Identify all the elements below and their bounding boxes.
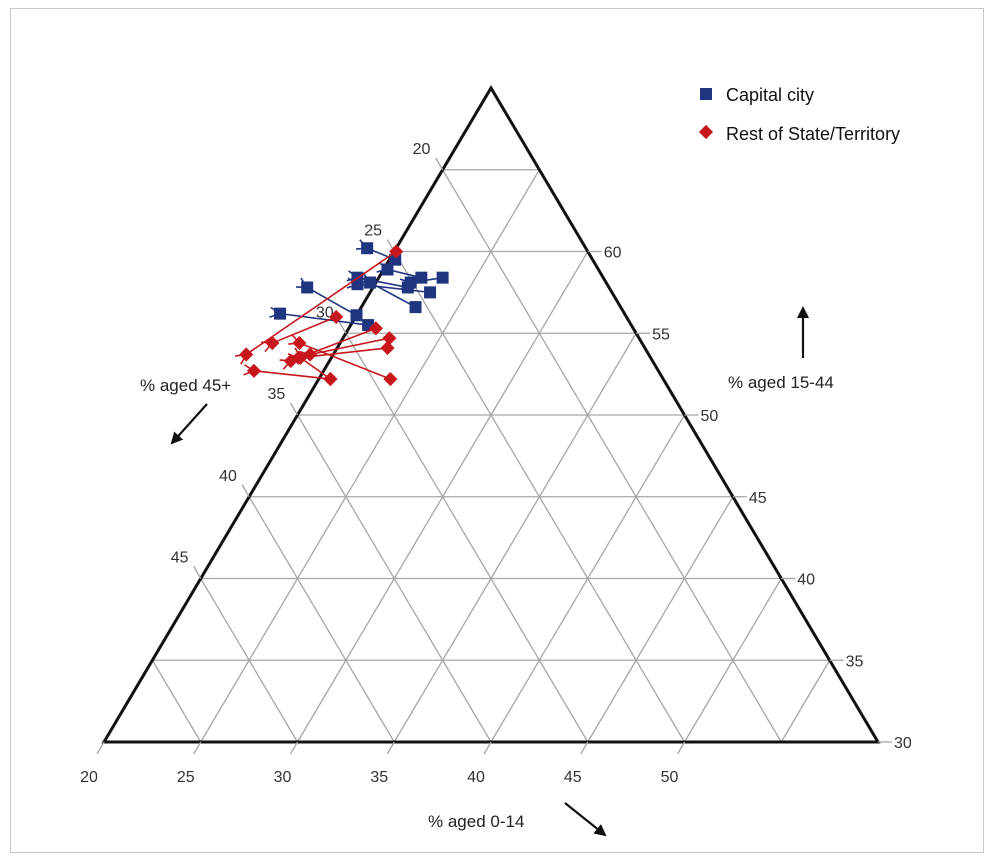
capital-city-point xyxy=(364,276,377,289)
tick-mark-left xyxy=(241,484,250,498)
tick-label-right: 60 xyxy=(604,245,622,262)
grid-line-diagonal-down xyxy=(442,169,782,743)
tick-mark-left xyxy=(193,566,202,579)
tick-mark-left xyxy=(289,402,299,416)
tick-label-left: 25 xyxy=(364,223,382,240)
grid-line-diagonal-up xyxy=(780,659,831,743)
grid-line-diagonal-down xyxy=(393,251,686,743)
tick-label-right: 45 xyxy=(749,490,767,507)
tick-label-bottom: 40 xyxy=(467,769,485,786)
capital-city-point xyxy=(389,253,402,266)
tick-mark-bottom xyxy=(483,741,492,755)
legend: Capital city Rest of State/Territory xyxy=(698,85,900,144)
capital-city-point xyxy=(301,281,314,294)
rest-of-state-point xyxy=(389,244,404,259)
tick-label-bottom: 35 xyxy=(370,769,388,786)
grid-line-diagonal-down xyxy=(200,578,299,743)
rest-of-state-point xyxy=(380,340,395,356)
capital-city-point xyxy=(409,301,422,314)
grid-lines xyxy=(151,169,831,743)
tick-mark-bottom xyxy=(386,741,395,755)
tick-label-right: 40 xyxy=(797,572,815,589)
capital-city-point xyxy=(424,286,437,299)
capital-city-point xyxy=(381,263,394,276)
legend-marker-rest xyxy=(698,124,714,140)
grid-line-diagonal-up xyxy=(393,332,637,743)
capital-city-point xyxy=(350,309,363,322)
chart-frame xyxy=(10,8,984,853)
rest-of-state-point xyxy=(246,363,262,378)
tick-mark-bottom xyxy=(193,741,202,755)
grid-line-diagonal-down xyxy=(345,332,589,743)
axis-title-bottom: % aged 0-14 xyxy=(428,812,524,831)
capital-city-trajectory xyxy=(269,306,369,326)
capital-city-point xyxy=(404,276,417,289)
rest-of-state-point xyxy=(292,335,307,351)
rest-of-state-trajectory xyxy=(261,316,337,353)
axis-title-right: % aged 15-44 xyxy=(728,373,834,392)
capital-city-point xyxy=(361,242,374,255)
tick-label-left: 35 xyxy=(268,386,286,403)
rest-of-state-point xyxy=(323,371,338,387)
tick-label-bottom: 20 xyxy=(80,769,98,786)
tick-mark-left xyxy=(435,157,444,171)
grid-line-diagonal-up xyxy=(587,496,734,743)
tick-label-left: 40 xyxy=(219,468,237,485)
rest-of-state-point xyxy=(368,321,383,336)
rest-of-state-point xyxy=(329,309,344,324)
tick-label-left: 20 xyxy=(413,141,431,158)
capital-city-trajectory xyxy=(358,272,416,308)
capital-city-trajectory xyxy=(295,277,357,316)
rest-of-state-point xyxy=(293,350,308,365)
legend-label-capital: Capital city xyxy=(726,85,814,105)
rest-of-state-point xyxy=(383,371,398,387)
tick-label-right: 50 xyxy=(701,408,719,425)
rest-of-state-point xyxy=(265,335,280,351)
grid-line-diagonal-down xyxy=(248,496,395,743)
axis-arrow-left xyxy=(170,403,208,445)
rest-of-state-trajectory xyxy=(243,364,331,380)
grid-line-diagonal-down xyxy=(296,414,492,743)
capital-city-point xyxy=(436,271,449,284)
tick-mark-bottom xyxy=(676,741,686,755)
grid-line-diagonal-down xyxy=(151,659,202,743)
rest-of-state-point xyxy=(239,347,254,362)
legend-marker-capital xyxy=(700,88,712,100)
capital-city-point xyxy=(274,307,287,320)
axis-title-left: % aged 45+ xyxy=(140,376,231,395)
tick-label-right: 30 xyxy=(894,735,912,752)
axis-arrow-bottom xyxy=(564,802,607,837)
grid-line-diagonal-up xyxy=(200,169,540,743)
tick-mark-left xyxy=(338,320,347,334)
rest-of-state-trajectory xyxy=(288,334,391,380)
tick-label-bottom: 25 xyxy=(177,769,195,786)
tick-label-bottom: 50 xyxy=(661,769,679,786)
tick-label-right: 55 xyxy=(652,326,670,343)
rest-of-state-trajectory xyxy=(235,250,397,365)
rest-of-state-point xyxy=(382,331,397,346)
data-movements xyxy=(235,239,449,387)
tick-mark-bottom xyxy=(96,741,105,755)
rest-of-state-trajectory xyxy=(289,347,331,380)
tick-mark-bottom xyxy=(289,741,299,755)
tick-label-bottom: 45 xyxy=(564,769,582,786)
tick-label-left: 45 xyxy=(171,550,189,567)
legend-label-rest: Rest of State/Territory xyxy=(726,124,900,144)
tick-label-bottom: 30 xyxy=(274,769,292,786)
tick-mark-bottom xyxy=(580,741,589,755)
tick-label-right: 35 xyxy=(846,653,864,670)
